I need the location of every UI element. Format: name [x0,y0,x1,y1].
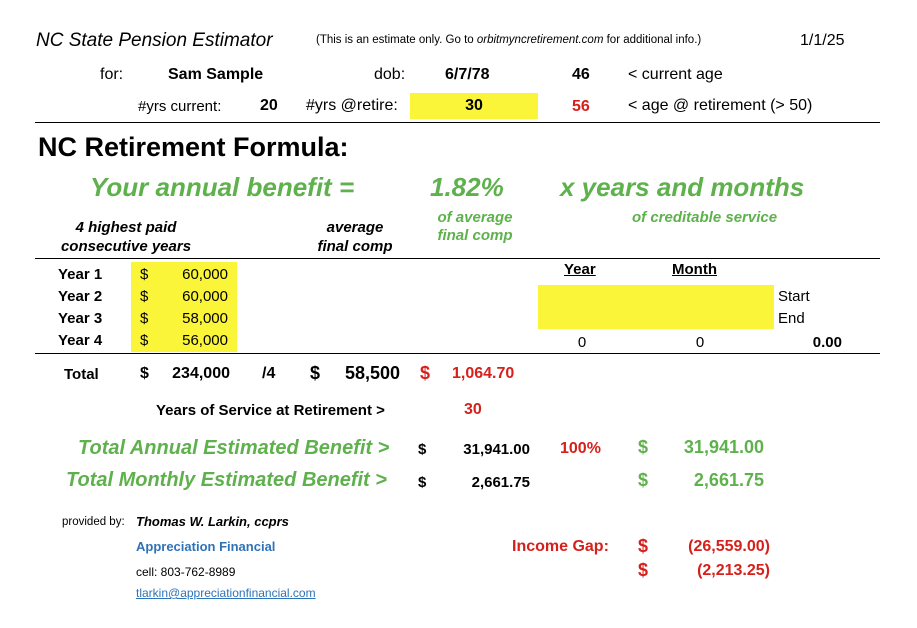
gap-dollar-1: $ [638,536,649,556]
per-year-dollar: $ [420,363,431,383]
monthly-benefit-value-2: 2,661.75 [693,470,764,490]
start-label: Start [778,288,810,305]
provider-company: Appreciation Financial [136,539,276,554]
of-average-line-1: of average [437,209,513,226]
current-age-label: < current age [628,66,723,83]
dob-label: dob: [374,66,406,83]
annual-percent: 100% [560,440,601,457]
retire-age-label: < age @ retirement (> 50) [628,97,813,114]
income-gap-annual: (26,559.00) [688,538,770,555]
times-label: x years and months [560,172,805,202]
end-label: End [778,310,805,327]
per-year-value: 1,064.70 [452,365,515,382]
provided-by-label: provided by: [62,516,125,528]
annual-dollar-2: $ [638,437,649,457]
year-3-dollar: $ [140,310,149,327]
formula-divider [35,258,880,259]
gap-dollar-2: $ [638,560,649,580]
monthly-dollar-2: $ [638,470,649,490]
total-dollar: $ [140,365,149,382]
of-average-label: of average final comp [420,209,530,245]
year-3-label: Year 3 [58,310,103,327]
service-years-value: 30 [464,401,482,418]
year-2-dollar: $ [140,288,149,305]
year-4-label: Year 4 [58,332,103,349]
year-1-label: Year 1 [58,266,103,283]
years-divider [35,353,880,354]
service-years-label: Years of Service at Retirement > [156,402,385,419]
for-label: for: [100,66,124,83]
annual-dollar: $ [418,441,427,458]
yrs-current-label: #yrs current: [138,98,222,115]
service-year-value: 0 [577,334,587,351]
income-gap-label: Income Gap: [512,538,609,555]
provider-name: Thomas W. Larkin, ccprs [136,514,289,529]
disclaimer-suffix: for additional info.) [603,34,702,46]
year-1-dollar: $ [140,266,149,283]
years-input-block[interactable] [131,262,237,352]
year-3-amount: 58,000 [182,310,228,327]
benefit-label: Your annual benefit = [90,172,355,202]
yrs-retire-label: #yrs @retire: [306,97,398,114]
highest-line-2: consecutive years [60,238,192,255]
avg-dollar: $ [310,363,321,383]
of-average-line-2: final comp [437,227,513,244]
annual-benefit-value: 31,941.00 [463,441,530,458]
current-age: 46 [572,66,590,83]
year-4-amount: 56,000 [182,332,228,349]
dob-value: 6/7/78 [445,66,490,83]
service-year-header: Year [564,261,596,278]
annual-benefit-label: Total Annual Estimated Benefit > [78,437,390,459]
yrs-current-value: 20 [260,97,278,114]
service-month-header: Month [672,261,717,278]
header-date: 1/1/25 [800,32,845,49]
average-line-1: average [326,219,384,236]
monthly-dollar: $ [418,474,427,491]
yrs-retire-input-cell[interactable] [410,93,538,119]
person-name: Sam Sample [168,66,264,83]
year-1-amount: 60,000 [182,266,228,283]
creditable-label: of creditable service [632,209,778,226]
formula-heading: NC Retirement Formula: [38,132,349,162]
disclaimer-site: orbitmyncretirement.com [476,34,604,46]
monthly-benefit-label: Total Monthly Estimated Benefit > [66,469,387,491]
header-divider [35,122,880,123]
average-line-2: final comp [317,238,393,255]
annual-benefit-value-2: 31,941.00 [683,437,764,457]
income-gap-monthly: (2,213.25) [697,562,770,579]
avg-final-comp-value: 58,500 [344,363,400,383]
service-dates-input[interactable] [538,285,774,329]
total-sum: 234,000 [172,365,230,382]
disclaimer-prefix: (This is an estimate only. Go to [316,34,477,46]
page-title: NC State Pension Estimator [36,30,273,51]
highest-paid-label: 4 highest paid consecutive years [46,218,206,256]
total-divisor: /4 [262,365,276,382]
provider-email-link[interactable]: tlarkin@appreciationfinancial.com [136,586,316,600]
retire-age: 56 [572,98,590,115]
average-final-comp-label: average final comp [300,218,410,256]
highest-line-1: 4 highest paid [75,219,177,236]
yrs-retire-value: 30 [465,97,483,114]
disclaimer-note: (This is an estimate only. Go to orbitmy… [316,34,701,46]
service-total-value: 0.00 [812,334,842,351]
service-month-value: 0 [695,334,705,351]
year-4-dollar: $ [140,332,149,349]
total-label: Total [64,366,99,383]
benefit-percent: 1.82% [430,172,504,202]
year-2-amount: 60,000 [182,288,228,305]
year-2-label: Year 2 [58,288,103,305]
provider-cell: cell: 803-762-8989 [136,565,236,579]
monthly-benefit-value: 2,661.75 [471,474,530,491]
